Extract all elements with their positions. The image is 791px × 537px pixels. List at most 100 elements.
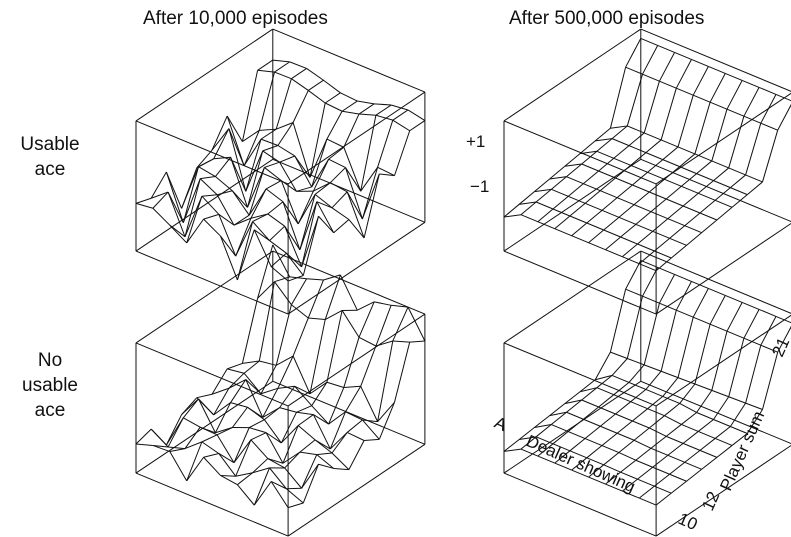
surface-line <box>269 225 286 241</box>
surface-line <box>316 454 335 469</box>
surface-line <box>745 402 763 410</box>
surface-line <box>186 218 205 244</box>
surface-line <box>743 309 760 339</box>
surface-line <box>617 432 635 441</box>
surface-line <box>549 165 566 180</box>
surface-line <box>650 211 669 220</box>
surface-line <box>377 166 395 177</box>
surface-line <box>375 114 393 121</box>
surface-line <box>230 157 248 208</box>
surface-line <box>242 360 260 364</box>
surface-line <box>711 109 728 162</box>
surface-line <box>276 122 294 130</box>
surface-line <box>265 180 282 190</box>
surface-line <box>228 372 245 389</box>
surface-line <box>628 364 645 383</box>
surface-line <box>743 115 761 124</box>
surface-line <box>615 177 633 186</box>
surface-line <box>152 191 169 209</box>
surface-line <box>566 411 584 420</box>
surface-line <box>745 174 763 183</box>
surface-line <box>503 214 521 218</box>
surface-line <box>583 170 599 185</box>
surface-line <box>625 66 643 75</box>
surface-line <box>181 397 198 415</box>
surface-line <box>662 146 679 161</box>
surface-line <box>378 402 395 440</box>
surface-line <box>730 174 746 189</box>
surface-line <box>584 190 601 204</box>
surface-line <box>746 409 763 434</box>
surface-line <box>743 337 761 346</box>
surface-line <box>537 208 554 223</box>
surface-line <box>584 202 603 211</box>
surface-line <box>279 385 296 408</box>
surface-line <box>716 206 733 221</box>
surface-line <box>596 150 614 159</box>
surface-line <box>211 115 228 151</box>
surface-line <box>682 442 701 451</box>
surface-line <box>264 161 280 168</box>
surface-line <box>375 104 392 116</box>
surface-line <box>252 467 270 474</box>
surface-line <box>152 444 169 448</box>
surface-line <box>345 167 362 192</box>
surface-line <box>659 80 677 89</box>
surface-line <box>605 471 621 485</box>
surface-line <box>691 58 709 67</box>
surface-line <box>639 263 657 272</box>
surface-line <box>694 153 712 162</box>
surface-line <box>667 205 684 220</box>
surface-line <box>294 385 311 395</box>
surface-line <box>297 190 314 225</box>
surface-line <box>245 138 262 192</box>
surface-line <box>182 178 201 223</box>
surface-line <box>643 303 660 365</box>
surface-line <box>618 452 637 461</box>
box-edge <box>503 158 642 252</box>
surface-line <box>211 128 230 151</box>
surface-line <box>215 156 231 177</box>
surface-line <box>375 305 392 347</box>
surface-line <box>314 194 333 209</box>
surface-line <box>550 176 567 190</box>
surface-line <box>713 396 730 420</box>
surface-line <box>694 383 712 391</box>
surface-line <box>274 276 290 283</box>
surface-line <box>302 216 319 276</box>
surface-line <box>165 414 183 446</box>
surface-line <box>669 473 687 482</box>
surface-line <box>696 173 714 182</box>
surface-line <box>662 159 680 168</box>
surface-line <box>645 370 662 390</box>
surface-line <box>552 208 571 217</box>
surface-line <box>686 232 703 246</box>
box-edge <box>640 158 791 223</box>
surface-line <box>203 456 221 476</box>
surface-line <box>328 387 345 425</box>
surface-line <box>635 447 652 461</box>
surface-line <box>609 289 627 353</box>
surface-line <box>617 197 635 206</box>
surface-line <box>213 128 230 159</box>
surface-line <box>642 73 660 82</box>
surface-line <box>281 180 297 192</box>
surface-line <box>346 191 363 220</box>
surface-line <box>292 355 311 394</box>
surface-line <box>697 180 714 194</box>
surface-line <box>284 451 301 469</box>
surface-line <box>622 490 640 499</box>
surface-line <box>677 317 694 378</box>
surface-line <box>616 420 633 434</box>
surface-line <box>616 184 633 199</box>
surface-line <box>552 431 569 445</box>
surface-line <box>198 158 214 168</box>
surface-line <box>186 196 203 244</box>
surface-line <box>274 61 290 73</box>
surface-line <box>201 434 218 443</box>
surface-line <box>358 301 375 338</box>
surface-line <box>331 452 350 470</box>
surface-line <box>168 446 186 450</box>
surface-line <box>407 306 426 342</box>
surface-line <box>681 423 699 432</box>
